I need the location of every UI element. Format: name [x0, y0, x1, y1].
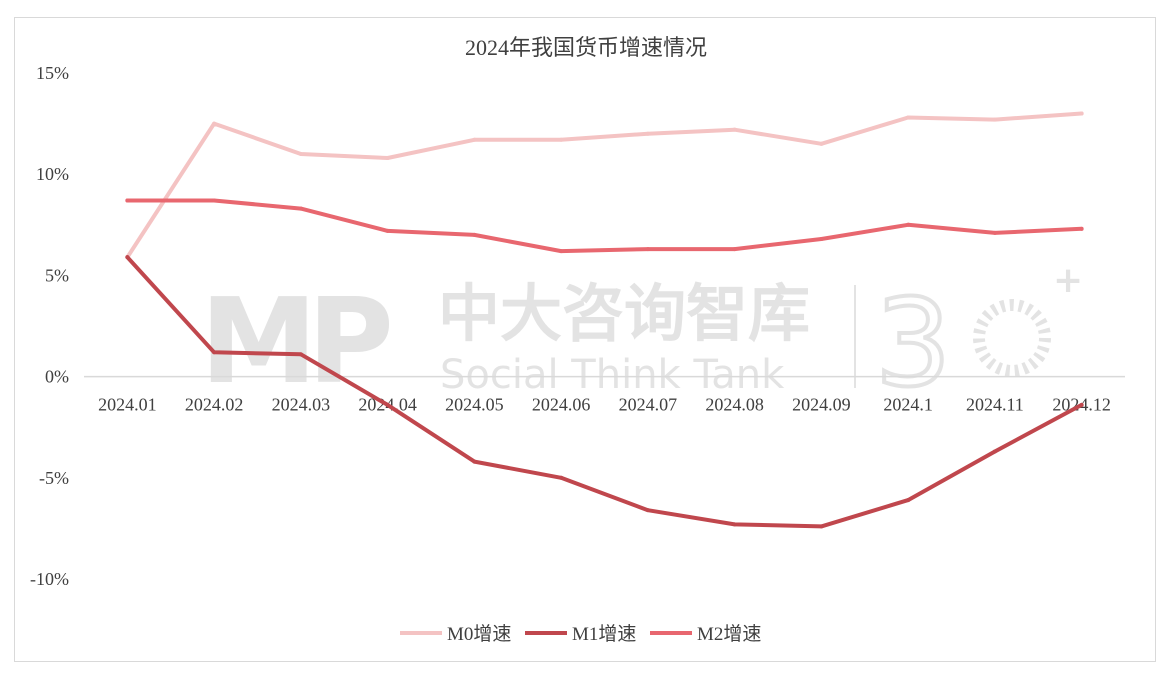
series-3-point — [819, 236, 824, 241]
x-tick-label: 2024.05 — [445, 395, 504, 415]
y-tick-label: 5% — [45, 265, 69, 285]
series-3-point — [212, 198, 217, 203]
series-3-point — [298, 206, 303, 211]
series-2-point — [385, 402, 390, 407]
series-1-point — [298, 151, 303, 156]
series-layer — [125, 111, 1084, 529]
series-line-1 — [125, 111, 1084, 260]
svg-text:3: 3 — [875, 275, 951, 414]
thirty-anniversary-icon: 3 + — [873, 260, 1083, 416]
x-axis: 2024.01 2024.02 2024.03 2024.04 2024.05 2024.… — [98, 395, 1111, 415]
series-line-2 — [125, 255, 1084, 529]
legend-entry: M1增速 — [525, 623, 636, 645]
series-2-point — [906, 498, 911, 503]
y-tick-label: -10% — [30, 569, 69, 589]
series-2-point — [212, 350, 217, 355]
series-3-point — [472, 232, 477, 237]
legend-label: M2增速 — [697, 623, 761, 645]
series-3-point — [125, 198, 130, 203]
series-1-point — [472, 137, 477, 142]
x-tick-label: 2024.1 — [883, 395, 933, 415]
x-tick-label: 2024.06 — [532, 395, 591, 415]
series-1-point — [819, 141, 824, 146]
y-tick-label: 0% — [45, 367, 69, 387]
series-1-point — [732, 127, 737, 132]
series-1-point — [212, 121, 217, 126]
chart-title: 2024年我国货币增速情况 — [465, 35, 707, 60]
x-tick-label: 2024.01 — [98, 395, 157, 415]
x-tick-label: 2024.03 — [272, 395, 331, 415]
y-axis: 15% 10% 5% 0% -5% -10% — [30, 63, 69, 589]
series-2-point — [298, 352, 303, 357]
x-tick-label: 2024.02 — [185, 395, 244, 415]
y-tick-label: 15% — [36, 63, 69, 83]
svg-text:+: + — [1053, 260, 1083, 301]
series-3-point — [906, 222, 911, 227]
legend-entry: M0增速 — [400, 623, 511, 645]
legend-label: M0增速 — [447, 623, 511, 645]
series-2-point — [992, 449, 997, 454]
watermark-name-en: Social Think Tank — [440, 352, 785, 398]
watermark-logo: MP — [200, 272, 389, 410]
series-3-point — [559, 249, 564, 254]
series-3-point — [732, 247, 737, 252]
chart-frame — [14, 17, 1156, 662]
series-line-3 — [125, 198, 1084, 254]
x-tick-label: 2024.11 — [966, 395, 1024, 415]
watermark: MP 中大咨询智库 Social Think Tank 3 + — [200, 260, 1083, 416]
series-2-point — [1079, 402, 1084, 407]
series-1-point — [992, 117, 997, 122]
legend-entry: M2增速 — [650, 623, 761, 645]
series-1-point — [645, 131, 650, 136]
y-tick-label: -5% — [39, 468, 69, 488]
series-2-point — [472, 459, 477, 464]
series-2-point — [732, 522, 737, 527]
series-2-point — [645, 508, 650, 513]
series-3-point — [385, 228, 390, 233]
watermark-name-cn: 中大咨询智库 — [438, 277, 810, 350]
series-1-point — [385, 156, 390, 161]
legend-label: M1增速 — [572, 623, 636, 645]
series-1-point — [906, 115, 911, 120]
y-tick-label: 10% — [36, 164, 69, 184]
series-2-point — [819, 524, 824, 529]
series-2-point — [559, 475, 564, 480]
series-2-point — [125, 255, 130, 260]
x-tick-label: 2024.09 — [792, 395, 851, 415]
x-tick-label: 2024.07 — [619, 395, 678, 415]
legend: M0增速 M1增速 M2增速 — [400, 623, 761, 645]
x-tick-label: 2024.08 — [705, 395, 764, 415]
series-1-point — [1079, 111, 1084, 116]
series-3-point — [992, 230, 997, 235]
series-3-point — [645, 247, 650, 252]
series-3-point — [1079, 226, 1084, 231]
series-1-point — [559, 137, 564, 142]
